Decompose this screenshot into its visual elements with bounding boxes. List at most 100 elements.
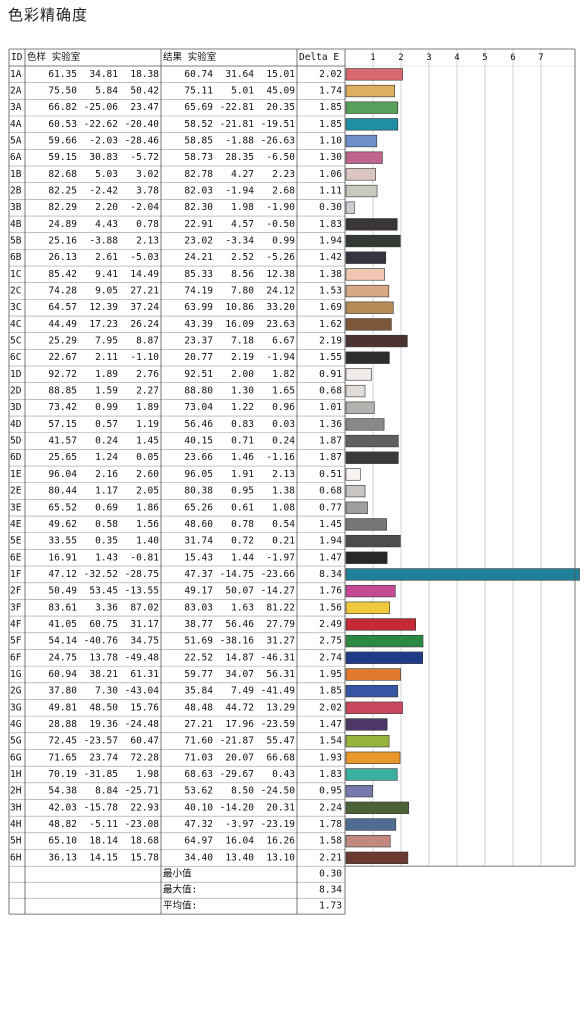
sample-lab-value: 31.17: [130, 619, 159, 630]
sample-lab-value: 15.78: [130, 852, 159, 863]
result-lab-value: -14.75: [220, 569, 254, 580]
delta-e-bar: [345, 418, 385, 431]
result-lab-value: -1.94: [225, 186, 254, 197]
summary-label: 最小值: [163, 868, 192, 880]
result-lab-value: -21.87: [220, 736, 254, 747]
delta-e-value: 0.95: [319, 786, 342, 797]
result-lab-value: -3.97: [225, 819, 254, 830]
result-lab-value: -1.94: [266, 352, 295, 363]
result-lab-value: 40.10: [184, 802, 213, 813]
delta-e-bar: [345, 651, 424, 664]
result-lab-value: 0.78: [231, 519, 254, 530]
summary-label: 平均值:: [163, 900, 197, 912]
result-lab-value: 23.66: [184, 452, 213, 463]
summary-value: 8.34: [319, 885, 342, 896]
row-id: 4H: [10, 819, 22, 830]
result-lab-value: 47.37: [184, 569, 213, 580]
delta-e-value: 2.24: [319, 802, 342, 813]
sample-lab-value: 36.13: [48, 852, 77, 863]
result-lab-value: 1.44: [231, 552, 254, 563]
result-lab-value: 59.77: [184, 669, 213, 680]
result-lab-value: 34.07: [225, 669, 254, 680]
sample-lab-value: -13.55: [125, 586, 159, 597]
delta-e-bar: [345, 734, 390, 748]
row-id: 4G: [10, 719, 22, 730]
delta-e-value: 1.74: [319, 86, 342, 97]
result-lab-value: 4.57: [231, 219, 254, 230]
result-lab-value: -1.88: [225, 136, 254, 147]
delta-e-bar: [345, 268, 385, 281]
result-lab-value: 34.40: [184, 852, 213, 863]
result-lab-value: 31.74: [184, 536, 213, 547]
row-id: 3B: [10, 202, 22, 213]
sample-lab-value: 37.24: [130, 302, 159, 313]
delta-e-value: 1.95: [319, 669, 342, 680]
delta-e-value: 0.51: [319, 469, 342, 480]
delta-e-value: 1.53: [319, 286, 342, 297]
sample-lab-value: 0.24: [95, 436, 118, 447]
result-lab-value: 28.35: [225, 152, 254, 163]
sample-lab-value: -23.08: [125, 819, 160, 830]
sample-lab-value: 60.75: [89, 619, 118, 630]
delta-e-value: 2.49: [319, 619, 342, 630]
delta-e-bar: [345, 168, 376, 181]
delta-e-bar: [345, 801, 410, 814]
result-lab-value: 0.03: [272, 419, 295, 430]
row-id: 4C: [10, 319, 21, 330]
x-tick-label: 5: [482, 53, 487, 63]
row-id: 2C: [10, 286, 21, 297]
x-tick-label: 7: [538, 53, 543, 63]
delta-e-value: 2.21: [319, 852, 342, 863]
sample-lab-value: 1.43: [95, 552, 118, 563]
result-lab-value: 16.26: [266, 836, 295, 847]
result-lab-value: 13.10: [266, 852, 295, 863]
sample-lab-value: 34.75: [130, 636, 159, 647]
result-lab-value: 63.99: [184, 302, 213, 313]
sample-lab-value: -0.81: [130, 552, 159, 563]
page-title: 色彩精确度: [8, 6, 89, 24]
result-lab-value: 43.39: [184, 319, 213, 330]
sample-lab-value: 48.82: [48, 819, 77, 830]
row-id: 4D: [10, 419, 22, 430]
result-lab-value: 16.09: [225, 319, 254, 330]
result-lab-value: -0.50: [266, 219, 295, 230]
sample-lab-value: 14.15: [89, 852, 118, 863]
row-id: 5D: [10, 436, 22, 447]
row-id: 6B: [10, 252, 22, 263]
result-lab-value: 0.96: [272, 402, 295, 413]
sample-lab-value: -43.04: [125, 686, 160, 697]
delta-e-value: 1.58: [319, 836, 342, 847]
sample-lab-value: 1.89: [136, 402, 159, 413]
sample-lab-value: -25.71: [125, 786, 160, 797]
result-lab-value: 0.54: [272, 519, 295, 530]
result-lab-value: -1.90: [266, 202, 295, 213]
result-lab-value: -14.27: [261, 586, 295, 597]
delta-e-bar: [345, 851, 409, 864]
result-lab-value: -5.26: [266, 252, 295, 263]
sample-lab-value: -28.75: [125, 569, 159, 580]
sample-lab-value: 82.25: [48, 186, 77, 197]
delta-e-bar: [345, 718, 388, 731]
row-id: 6E: [10, 552, 22, 563]
result-lab-value: -14.20: [220, 802, 255, 813]
row-id: 1F: [10, 569, 22, 580]
sample-lab-value: 75.50: [48, 86, 77, 97]
result-lab-value: 74.19: [184, 286, 213, 297]
result-lab-value: 82.30: [184, 202, 213, 213]
delta-e-bar: [345, 634, 424, 648]
result-lab-value: 0.72: [231, 536, 254, 547]
delta-e-bar: [345, 218, 398, 231]
delta-e-bar: [345, 401, 375, 414]
row-id: 2B: [10, 186, 22, 197]
row-id: 6C: [10, 352, 21, 363]
sample-lab-value: -32.52: [84, 569, 118, 580]
row-id: 3H: [10, 802, 22, 813]
sample-lab-value: 5.84: [95, 86, 118, 97]
result-lab-value: -21.81: [220, 119, 255, 130]
result-lab-value: 1.38: [272, 486, 295, 497]
sample-lab-value: 73.42: [48, 402, 77, 413]
row-id: 2H: [10, 786, 22, 797]
delta-e-bar: [345, 284, 390, 298]
row-id: 1D: [10, 369, 22, 380]
result-lab-value: 1.82: [272, 369, 295, 380]
